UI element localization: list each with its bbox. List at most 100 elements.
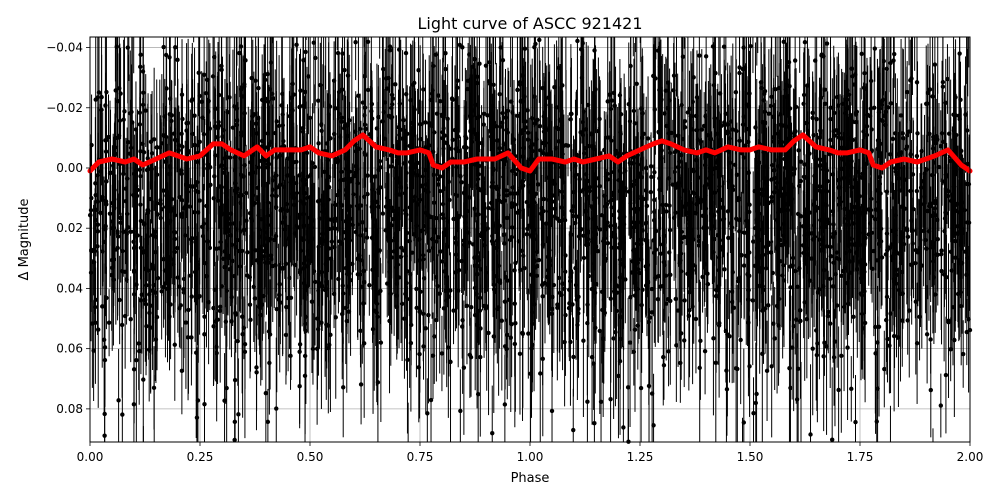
data-point: [132, 402, 136, 406]
data-point: [104, 296, 108, 300]
data-point: [867, 207, 871, 211]
data-point: [362, 341, 366, 345]
data-point: [846, 163, 850, 167]
data-point: [232, 104, 236, 108]
data-point: [639, 386, 643, 390]
data-point: [411, 83, 415, 87]
data-point: [214, 351, 218, 355]
data-point: [248, 318, 252, 322]
data-point: [144, 324, 148, 328]
data-point: [405, 358, 409, 362]
data-point: [581, 338, 585, 342]
data-point: [811, 346, 815, 350]
data-point: [713, 71, 717, 75]
data-point: [754, 401, 758, 405]
data-point: [598, 227, 602, 231]
data-point: [469, 305, 473, 309]
data-point: [306, 74, 310, 78]
data-point: [537, 38, 541, 42]
data-point: [875, 419, 879, 423]
data-point: [202, 132, 206, 136]
data-point: [266, 420, 270, 424]
data-point: [892, 52, 896, 56]
data-point: [621, 425, 625, 429]
data-point: [434, 318, 438, 322]
data-point: [849, 159, 853, 163]
data-point: [815, 341, 819, 345]
data-point: [933, 62, 937, 66]
data-point: [953, 137, 957, 141]
data-point: [109, 273, 113, 277]
data-point: [656, 297, 660, 301]
data-point: [573, 221, 577, 225]
data-point: [118, 119, 122, 123]
data-point: [525, 232, 529, 236]
data-point: [310, 299, 314, 303]
data-point: [571, 355, 575, 359]
data-point: [318, 83, 322, 87]
data-point: [692, 191, 696, 195]
data-point: [141, 91, 145, 95]
data-point: [575, 298, 579, 302]
data-point: [662, 363, 666, 367]
data-point: [298, 342, 302, 346]
data-point: [684, 201, 688, 205]
data-point: [204, 91, 208, 95]
data-point: [541, 243, 545, 247]
data-point: [381, 67, 385, 71]
data-point: [202, 73, 206, 77]
data-point: [705, 182, 709, 186]
data-point: [120, 323, 124, 327]
data-point: [316, 98, 320, 102]
data-point: [369, 109, 373, 113]
data-point: [199, 100, 203, 104]
data-point: [769, 178, 773, 182]
data-point: [431, 64, 435, 68]
data-point: [223, 166, 227, 170]
data-point: [337, 239, 341, 243]
data-point: [575, 39, 579, 43]
data-point: [666, 349, 670, 353]
data-point: [515, 88, 519, 92]
data-point: [963, 249, 967, 253]
data-point: [697, 53, 701, 57]
data-point: [932, 275, 936, 279]
data-point: [359, 382, 363, 386]
data-point: [946, 318, 950, 322]
data-point: [264, 391, 268, 395]
data-point: [711, 336, 715, 340]
data-point: [137, 349, 141, 353]
data-point: [571, 428, 575, 432]
data-point: [940, 131, 944, 135]
data-point: [751, 411, 755, 415]
data-point: [212, 55, 216, 59]
data-point: [240, 314, 244, 318]
data-point: [303, 50, 307, 54]
data-point: [531, 142, 535, 146]
data-point: [757, 160, 761, 164]
data-point: [895, 273, 899, 277]
data-point: [614, 283, 618, 287]
data-point: [639, 303, 643, 307]
data-point: [147, 292, 151, 296]
data-point: [942, 179, 946, 183]
data-point: [272, 238, 276, 242]
data-point: [144, 108, 148, 112]
data-point: [697, 234, 701, 238]
data-point: [722, 45, 726, 49]
data-point: [678, 361, 682, 365]
data-point: [868, 114, 872, 118]
data-point: [313, 280, 317, 284]
data-point: [269, 140, 273, 144]
data-point: [935, 253, 939, 257]
data-point: [908, 189, 912, 193]
data-point: [787, 84, 791, 88]
data-point: [172, 131, 176, 135]
data-point: [186, 308, 190, 312]
data-point: [681, 55, 685, 59]
data-point: [492, 334, 496, 338]
data-point: [224, 386, 228, 390]
data-point: [547, 141, 551, 145]
data-point: [417, 198, 421, 202]
data-point: [947, 132, 951, 136]
